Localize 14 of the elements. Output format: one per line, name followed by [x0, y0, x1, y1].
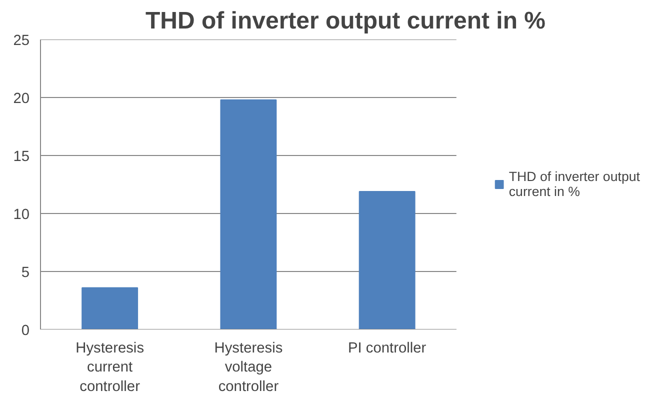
bar — [82, 287, 138, 330]
y-tick-label: 0 — [21, 323, 30, 339]
bar — [220, 99, 277, 330]
bar — [358, 190, 416, 330]
y-tick-label: 25 — [13, 33, 30, 49]
y-tick-label: 10 — [13, 207, 30, 223]
x-tick-label: Hysteresis current controller — [76, 340, 144, 395]
x-tick-label: Hysteresis voltage controller — [214, 340, 283, 395]
legend-label: THD of inverter output current in % — [508, 169, 640, 199]
y-tick-label: 5 — [21, 265, 30, 281]
x-tick-label: PI controller — [348, 340, 426, 356]
y-tick-label: 20 — [13, 91, 30, 107]
y-tick-label: 15 — [13, 149, 30, 165]
chart-title: THD of inverter output current in % — [145, 8, 546, 34]
